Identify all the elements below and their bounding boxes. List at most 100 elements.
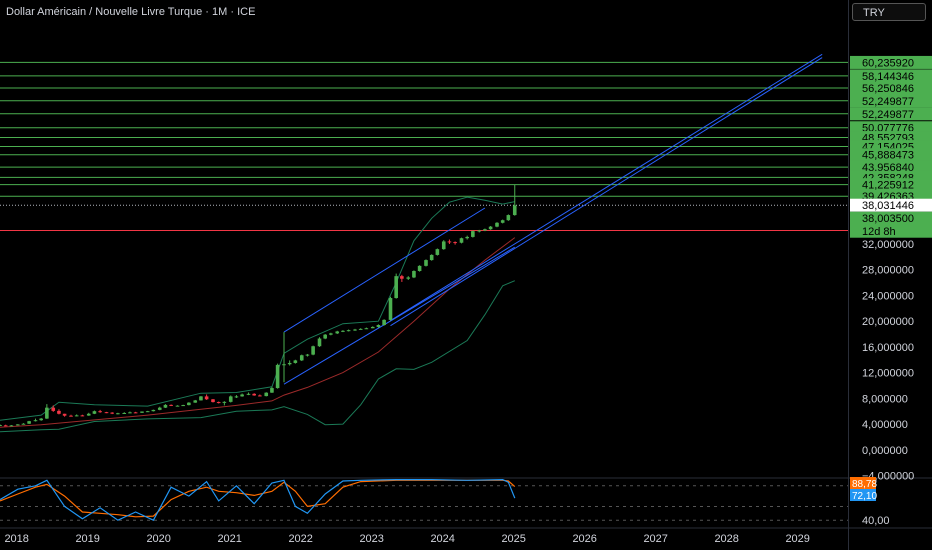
candle-body <box>282 364 286 366</box>
candle <box>246 392 251 396</box>
candle-body <box>74 415 79 417</box>
candle-body <box>145 411 150 413</box>
candle <box>275 363 280 389</box>
candle-body <box>417 265 422 272</box>
candle <box>441 240 446 250</box>
price-tick-label: 20,000000 <box>862 316 914 328</box>
candle <box>0 424 2 427</box>
candle <box>388 296 393 321</box>
candle <box>506 214 511 221</box>
candle <box>406 276 411 281</box>
candle <box>477 229 482 233</box>
resistance-label-bg <box>850 81 932 95</box>
resistance-label-bg <box>850 107 932 121</box>
candle-body <box>376 325 381 327</box>
candle <box>317 337 322 347</box>
price-tick-label: 16,000000 <box>862 342 914 354</box>
candle-body <box>240 394 244 397</box>
candle <box>323 334 327 340</box>
candle <box>370 326 375 329</box>
currency-selector[interactable]: TRY <box>852 3 926 21</box>
candle-body <box>270 388 274 393</box>
candle <box>512 184 517 216</box>
candle-body <box>341 330 345 332</box>
stoch-d-label: 88,78 <box>852 479 877 490</box>
time-tick-label: 2028 <box>714 533 738 545</box>
candle-body <box>0 425 2 427</box>
time-tick-label: 2024 <box>430 533 454 545</box>
candles <box>0 184 517 427</box>
channel-line <box>390 53 823 321</box>
time-tick-label: 2025 <box>501 533 525 545</box>
candle-body <box>305 354 310 356</box>
candle <box>110 412 114 415</box>
candle-body <box>406 277 411 279</box>
candle <box>21 423 26 425</box>
candle <box>346 329 351 332</box>
stoch-d-label-bg <box>850 477 876 489</box>
candle <box>364 327 369 330</box>
candle-body <box>311 346 315 355</box>
stoch-k-line <box>0 478 516 521</box>
resistance-label: 52,249877 <box>862 109 914 121</box>
candle-body <box>69 415 73 417</box>
candle-body <box>211 399 215 403</box>
candle-body <box>45 407 49 419</box>
candle <box>133 411 138 414</box>
price-tick-label: 32,000000 <box>862 239 914 251</box>
candle-body <box>51 407 56 411</box>
candle <box>311 345 315 356</box>
candle <box>299 354 304 362</box>
candle <box>204 394 209 400</box>
candle-body <box>140 411 144 413</box>
candle <box>488 225 493 230</box>
candle-body <box>465 236 469 239</box>
candle <box>287 360 292 366</box>
candle-body <box>9 425 14 427</box>
candle-body <box>488 226 493 230</box>
candle-body <box>447 241 452 243</box>
bollinger-upper-line <box>0 196 515 421</box>
candle-body <box>382 319 386 326</box>
candle <box>429 254 434 261</box>
price-tick-label: 28,000000 <box>862 265 914 277</box>
candle-body <box>370 326 375 329</box>
candle-body <box>222 401 227 403</box>
candle-body <box>62 413 67 416</box>
bollinger-lower-line <box>0 280 515 433</box>
candle-body <box>335 331 340 334</box>
candle <box>459 237 464 244</box>
candle-body <box>435 249 440 255</box>
candle <box>216 401 221 404</box>
resistance-label: 60,235920 <box>862 57 914 69</box>
candle-body <box>459 238 464 243</box>
candle-body <box>98 411 102 413</box>
candle-body <box>157 407 162 410</box>
candle-body <box>199 396 203 401</box>
candle <box>252 393 256 396</box>
time-tick-label: 2018 <box>4 533 28 545</box>
candle-body <box>400 276 404 279</box>
candle-body <box>21 423 26 425</box>
last-close-label: 38,003500 <box>862 213 914 225</box>
resistance-label: 58,144346 <box>862 71 914 83</box>
candle <box>175 405 180 407</box>
candle <box>234 395 239 399</box>
candle-body <box>388 298 393 320</box>
candle <box>228 395 233 403</box>
resistance-label-bg <box>850 55 932 69</box>
candle <box>282 332 286 383</box>
candle <box>140 411 144 413</box>
candle <box>353 328 357 331</box>
time-tick-label: 2021 <box>217 533 241 545</box>
countdown-label: 12d 8h <box>862 226 896 238</box>
candle-body <box>483 229 487 231</box>
candle-body <box>110 412 114 414</box>
candle-body <box>163 404 168 408</box>
candle-body <box>128 412 132 414</box>
candle-body <box>216 402 221 404</box>
candle-body <box>3 425 8 427</box>
candle <box>15 424 20 426</box>
candle-body <box>252 393 256 396</box>
